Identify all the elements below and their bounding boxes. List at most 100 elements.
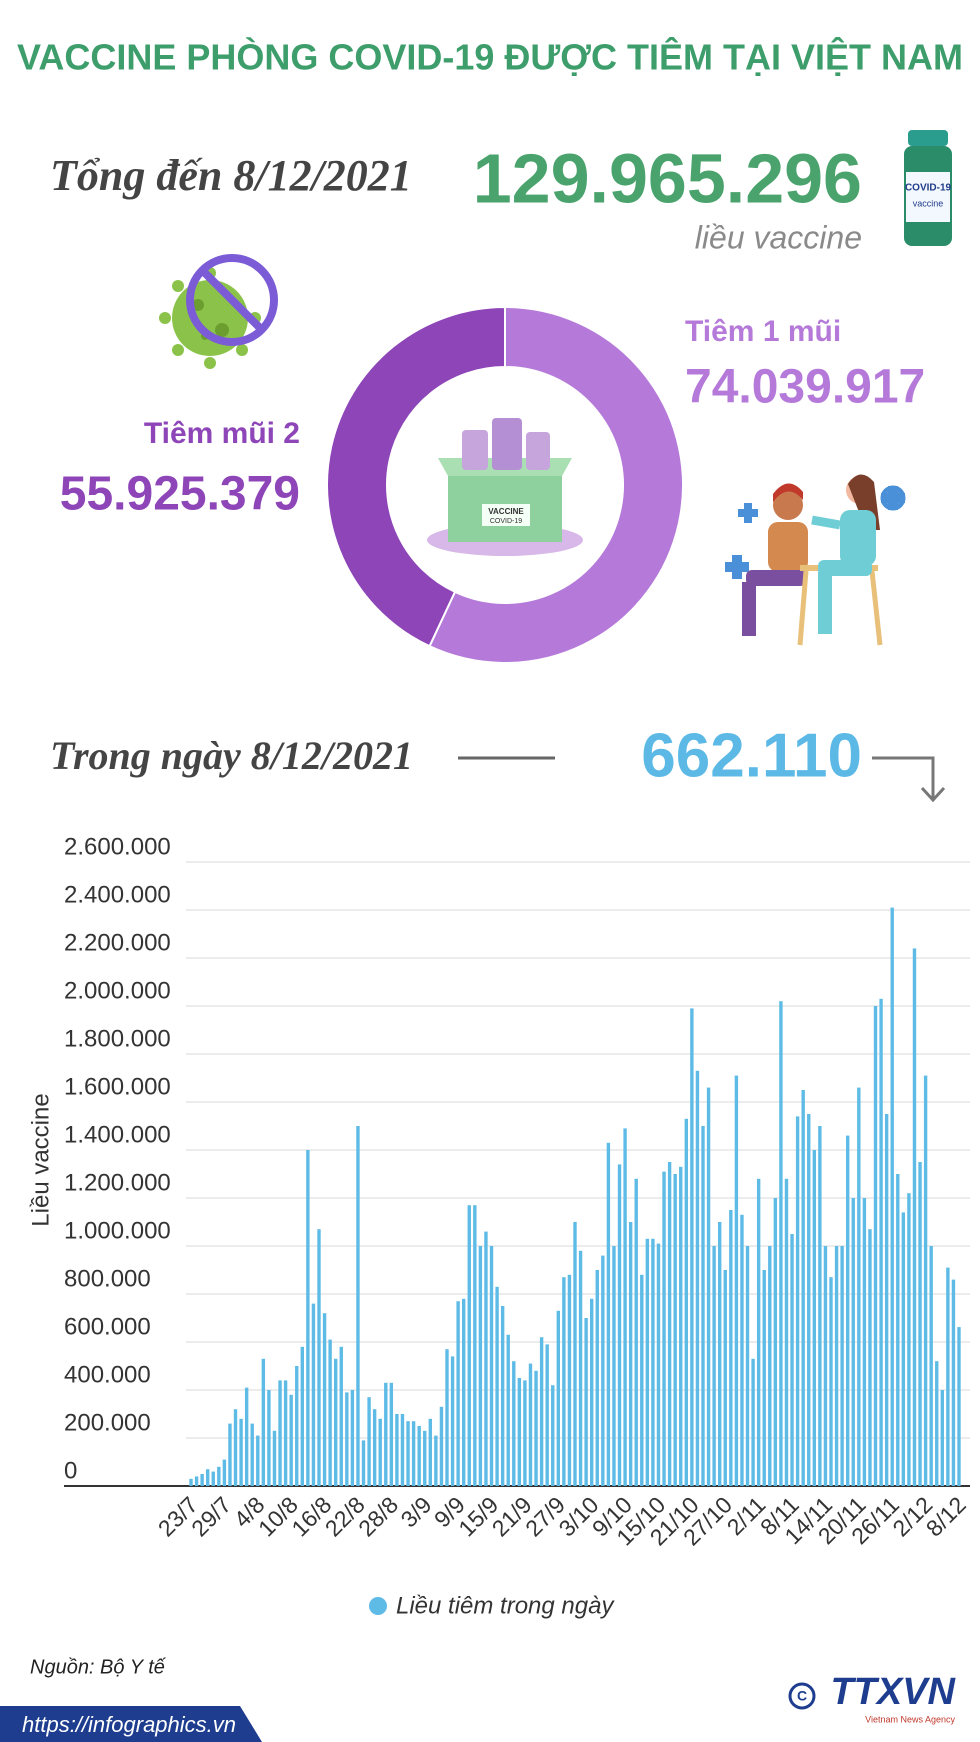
bar — [784, 1178, 789, 1486]
page-title: VACCINE PHÒNG COVID-19 ĐƯỢC TIÊM TẠI VIỆ… — [17, 36, 963, 78]
daily-label: Trong ngày 8/12/2021 — [50, 733, 413, 778]
bar — [256, 1435, 260, 1486]
arrow-icon — [872, 756, 946, 803]
bar — [879, 998, 883, 1486]
bar — [745, 1246, 750, 1486]
bar — [278, 1380, 282, 1486]
bar — [662, 1171, 666, 1486]
bar — [907, 1193, 911, 1486]
y-tick-label: 1.400.000 — [64, 1121, 171, 1148]
bar — [884, 1114, 889, 1486]
bar — [551, 1385, 555, 1486]
bar — [539, 1337, 544, 1486]
bar — [723, 1270, 727, 1486]
bar — [656, 1243, 661, 1486]
bar — [311, 1303, 316, 1486]
bar — [339, 1346, 343, 1486]
svg-text:COVID-19: COVID-19 — [490, 518, 522, 525]
x-tick-label: 28/8 — [353, 1491, 403, 1541]
bar — [556, 1310, 561, 1486]
bar — [790, 1234, 794, 1486]
y-tick-label: 200.000 — [64, 1409, 151, 1436]
footer-url[interactable]: https://infographics.vn — [22, 1712, 236, 1737]
vaccine-box-icon: VACCINE COVID-19 — [427, 418, 583, 556]
bar — [823, 1246, 828, 1486]
footer-band — [0, 1706, 262, 1742]
bar — [829, 1277, 833, 1486]
bar — [807, 1114, 811, 1486]
donut — [326, 305, 684, 664]
source-note: Nguồn: Bộ Y tế — [30, 1656, 167, 1678]
bar — [222, 1459, 227, 1486]
bar — [211, 1471, 215, 1486]
bar — [439, 1406, 444, 1486]
bar — [589, 1298, 594, 1486]
bar — [528, 1363, 533, 1486]
bar — [734, 1075, 739, 1486]
y-tick-label: 2.200.000 — [64, 929, 171, 956]
bar — [467, 1205, 471, 1486]
donut-value-label: 74.039.917 — [685, 361, 925, 414]
bar — [896, 1174, 900, 1486]
bar — [434, 1435, 438, 1486]
bar — [378, 1418, 382, 1486]
y-tick-label: 2.000.000 — [64, 977, 171, 1004]
bar — [673, 1174, 677, 1486]
donut-segment — [428, 305, 684, 664]
bar — [617, 1164, 622, 1486]
bar — [873, 1006, 878, 1486]
bar — [428, 1418, 433, 1486]
svg-text:vaccine: vaccine — [913, 198, 944, 208]
bar — [317, 1229, 321, 1486]
bar — [406, 1421, 410, 1486]
x-tick-label: 8/12 — [921, 1491, 971, 1541]
bar — [239, 1418, 243, 1486]
bar — [706, 1087, 711, 1486]
bar — [250, 1423, 254, 1486]
bar — [773, 1198, 778, 1486]
bar — [350, 1390, 355, 1486]
bar — [729, 1210, 733, 1486]
bar — [640, 1274, 644, 1486]
bar — [779, 1001, 783, 1486]
bar — [645, 1238, 650, 1486]
bar — [606, 1142, 611, 1486]
bar — [328, 1339, 332, 1486]
bar — [200, 1474, 204, 1486]
bar — [890, 907, 894, 1486]
bar — [595, 1270, 599, 1486]
daily-value: 662.110 — [641, 721, 862, 790]
logo: C TTXVN Vietnam News Agency — [788, 1671, 957, 1724]
bar — [573, 1222, 577, 1486]
bar — [261, 1358, 266, 1486]
bar — [322, 1313, 327, 1486]
y-tick-label: 1.000.000 — [64, 1217, 171, 1244]
bar — [295, 1366, 299, 1486]
bar — [712, 1246, 716, 1486]
logo-subtext: Vietnam News Agency — [865, 1714, 955, 1724]
bar — [695, 1070, 700, 1486]
bar — [228, 1423, 232, 1486]
bar — [628, 1222, 633, 1486]
bar — [189, 1478, 193, 1486]
bar — [690, 1008, 694, 1486]
bar — [306, 1150, 310, 1486]
bar — [762, 1270, 766, 1486]
bar — [534, 1370, 538, 1486]
bar — [818, 1126, 822, 1486]
bar — [367, 1397, 371, 1486]
bar — [946, 1267, 950, 1486]
svg-text:VACCINE: VACCINE — [488, 507, 524, 516]
bar — [601, 1255, 605, 1486]
bar — [445, 1349, 449, 1486]
vial-icon: COVID-19 vaccine — [904, 130, 952, 246]
bar — [194, 1476, 199, 1486]
bar — [851, 1198, 855, 1486]
bar — [395, 1414, 399, 1486]
bar — [912, 948, 917, 1486]
bar — [812, 1150, 817, 1486]
svg-text:COVID-19: COVID-19 — [905, 183, 952, 194]
bar — [484, 1231, 488, 1486]
vaccination-illustration — [725, 474, 906, 646]
